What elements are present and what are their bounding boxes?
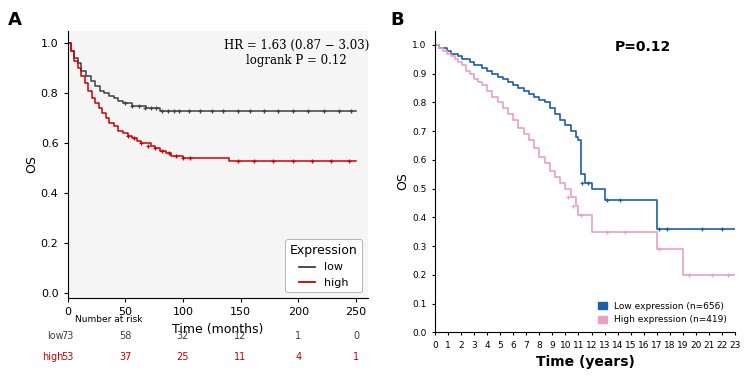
Text: 0: 0 bbox=[353, 331, 359, 341]
Text: 4: 4 bbox=[296, 352, 302, 362]
Text: 73: 73 bbox=[62, 331, 74, 341]
Text: 37: 37 bbox=[119, 352, 131, 362]
Y-axis label: OS: OS bbox=[25, 155, 38, 173]
Legend: low, high: low, high bbox=[285, 240, 362, 292]
Text: A: A bbox=[8, 11, 21, 29]
Text: HR = 1.63 (0.87 − 3.03)
logrank P = 0.12: HR = 1.63 (0.87 − 3.03) logrank P = 0.12 bbox=[224, 39, 369, 66]
Text: 58: 58 bbox=[119, 331, 131, 341]
Y-axis label: OS: OS bbox=[397, 173, 410, 190]
Text: 25: 25 bbox=[177, 352, 189, 362]
Text: B: B bbox=[390, 11, 404, 29]
Text: P=0.12: P=0.12 bbox=[615, 40, 671, 53]
Text: 12: 12 bbox=[235, 331, 247, 341]
X-axis label: Time (months): Time (months) bbox=[172, 322, 263, 335]
Text: Number at risk: Number at risk bbox=[75, 315, 142, 324]
Text: high: high bbox=[42, 352, 64, 362]
Text: 11: 11 bbox=[235, 352, 247, 362]
Text: 1: 1 bbox=[296, 331, 302, 341]
Text: 53: 53 bbox=[62, 352, 74, 362]
Text: 1: 1 bbox=[353, 352, 359, 362]
Text: 32: 32 bbox=[177, 331, 189, 341]
X-axis label: Time (years): Time (years) bbox=[536, 355, 634, 369]
Legend: Low expression (n=656), High expression (n=419): Low expression (n=656), High expression … bbox=[594, 298, 730, 328]
Text: low: low bbox=[47, 331, 64, 341]
